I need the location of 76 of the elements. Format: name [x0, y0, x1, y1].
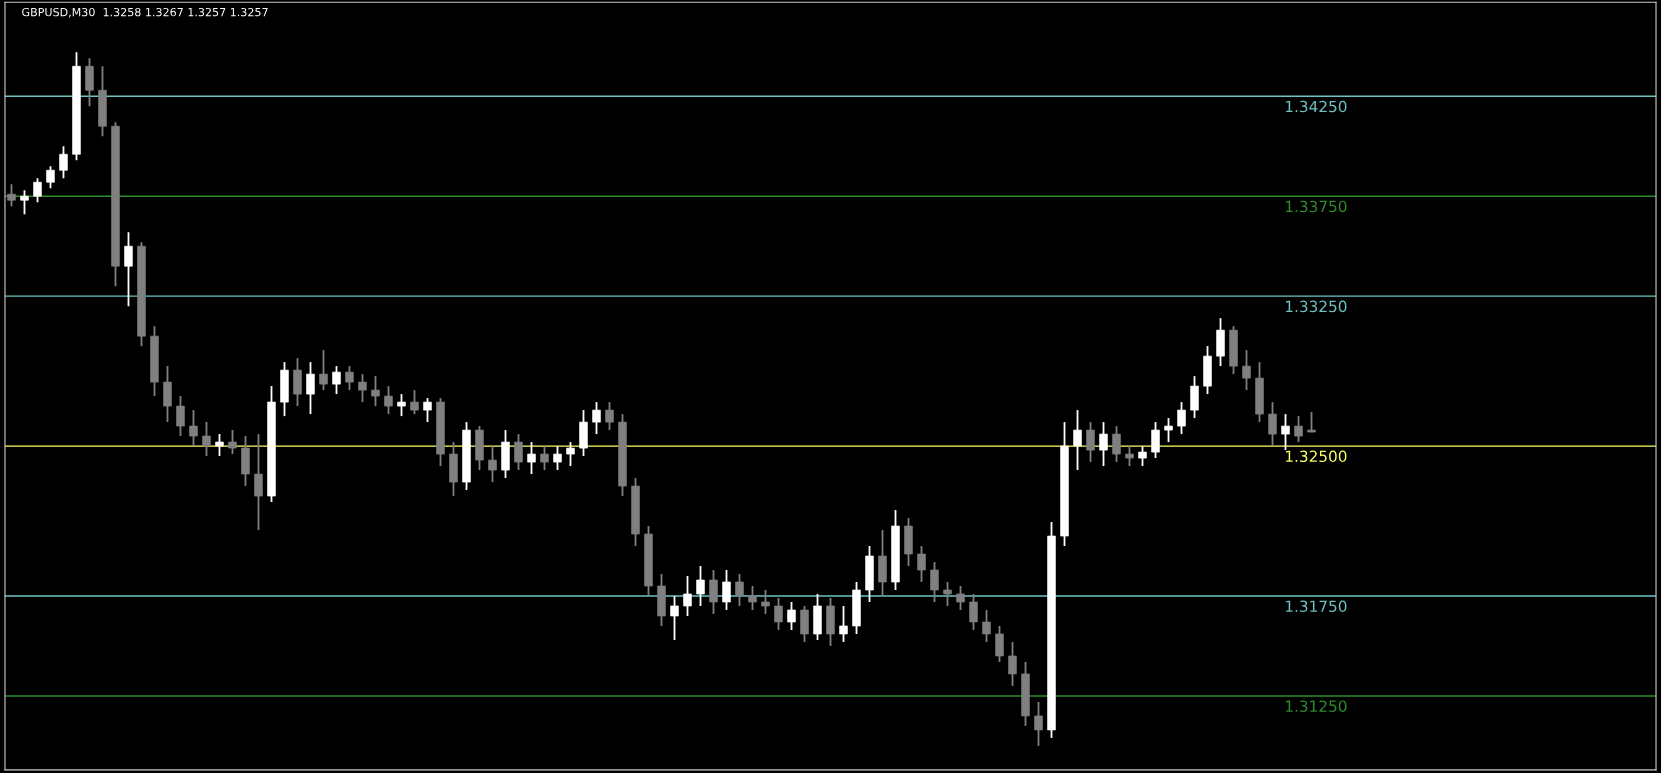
candlestick [930, 561, 939, 603]
candlestick [982, 609, 991, 643]
candlestick [683, 575, 692, 617]
candlestick [748, 585, 757, 611]
candlestick [1281, 413, 1290, 451]
candlestick [228, 429, 237, 455]
candlestick [1177, 401, 1186, 435]
candlestick [956, 585, 965, 611]
candlestick [189, 409, 198, 447]
candlestick [722, 569, 731, 611]
candlestick [1307, 411, 1316, 433]
candlestick [1099, 421, 1108, 467]
candlestick [1125, 445, 1134, 467]
candlestick [696, 565, 705, 607]
candlestick [917, 545, 926, 583]
candlestick [371, 375, 380, 408]
candlestick [293, 357, 302, 408]
candlestick [566, 441, 575, 467]
candlestick [735, 573, 744, 607]
candlestick [345, 365, 354, 392]
candlestick [839, 605, 848, 643]
candlestick [306, 361, 315, 416]
candlestick [20, 189, 29, 216]
candlestick [33, 177, 42, 204]
ref-line-label: 1.33750 [1285, 200, 1347, 213]
candlestick [410, 389, 419, 416]
candlestick [46, 165, 55, 190]
ref-line-label: 1.32500 [1285, 450, 1347, 463]
candlestick [527, 441, 536, 475]
candlestick [1190, 375, 1199, 420]
candlestick [787, 601, 796, 631]
candlestick [1086, 421, 1095, 463]
candlestick [540, 445, 549, 471]
candlestick [397, 393, 406, 418]
candlestick [163, 365, 172, 423]
candlestick [1138, 445, 1147, 467]
chart-title: GBPUSD,M30 1.3258 1.3267 1.3257 1.3257 [22, 7, 268, 18]
candlestick [176, 395, 185, 437]
candlestick [202, 421, 211, 457]
candlestick [1268, 401, 1277, 447]
candlestick [774, 597, 783, 631]
candlestick [59, 145, 68, 180]
candlestick [423, 397, 432, 423]
candlestick [124, 231, 133, 308]
candlestick [553, 445, 562, 471]
candlestick [85, 57, 94, 108]
candlestick [7, 183, 16, 208]
candlestick [1112, 425, 1121, 463]
candlestick [1294, 415, 1303, 443]
candlestick [1008, 641, 1017, 687]
candlestick [1242, 349, 1251, 392]
candlestick [709, 569, 718, 615]
candlestick [761, 589, 770, 615]
candlestick [319, 349, 328, 392]
ref-line-label: 1.34250 [1285, 100, 1347, 113]
candlestick [254, 433, 263, 531]
candlestick [605, 401, 614, 431]
candlestick [670, 595, 679, 641]
candlestick [943, 581, 952, 607]
ref-line-label: 1.33250 [1285, 300, 1347, 313]
candlestick [514, 433, 523, 471]
candlestick [1164, 417, 1173, 443]
candlestick [592, 401, 601, 435]
candlestick [488, 445, 497, 483]
ref-line-label: 1.31750 [1285, 600, 1347, 612]
candlestick [215, 433, 224, 457]
candlestick [332, 365, 341, 396]
candlestick [1151, 421, 1160, 459]
candlestick [384, 385, 393, 416]
ref-line-label: 1.31250 [1285, 700, 1347, 712]
candlestick [1073, 409, 1082, 471]
candlestick [995, 625, 1004, 663]
candlestick [358, 373, 367, 404]
candlestick [800, 605, 809, 643]
candlestick [1034, 701, 1043, 747]
candlestick [969, 593, 978, 631]
